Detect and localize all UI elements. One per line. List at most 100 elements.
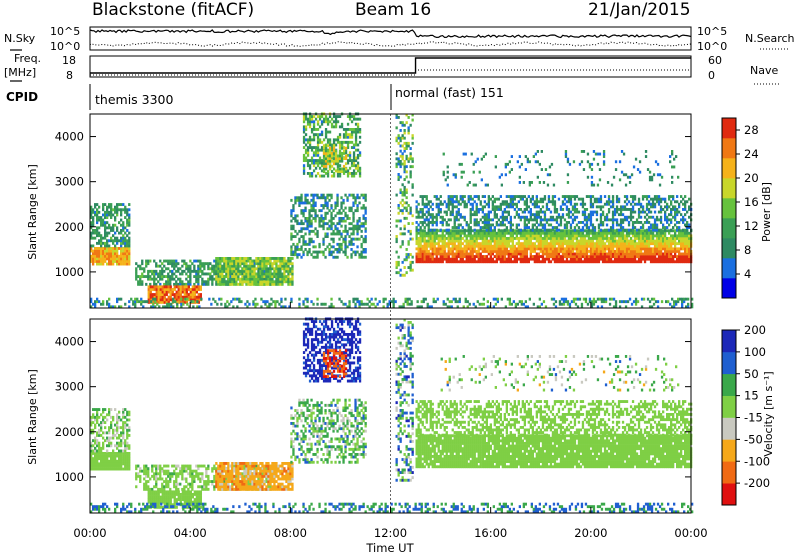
heatmap-cell <box>465 205 468 209</box>
heatmap-cell <box>591 247 595 251</box>
heatmap-cell <box>277 277 280 281</box>
heatmap-cell <box>457 237 460 240</box>
heatmap-cell <box>533 223 536 227</box>
heatmap-cell <box>265 275 268 278</box>
heatmap-cell <box>324 152 328 155</box>
heatmap-cell <box>525 229 528 233</box>
heatmap-cell <box>354 122 358 126</box>
heatmap-cell <box>469 244 472 248</box>
heatmap-cell <box>100 302 103 306</box>
heatmap-cell <box>324 164 328 168</box>
heatmap-cell <box>96 260 99 263</box>
heatmap-cell <box>573 231 577 235</box>
heatmap-cell <box>147 272 150 276</box>
heatmap-cell <box>519 197 522 201</box>
heatmap-cell <box>673 305 676 309</box>
heatmap-cell <box>360 302 363 306</box>
heatmap-cell <box>340 245 343 249</box>
heatmap-cell <box>304 240 307 244</box>
heatmap-cell <box>322 154 326 158</box>
heatmap-cell <box>614 305 618 309</box>
heatmap-cell <box>553 210 557 214</box>
heatmap-cell <box>324 159 328 163</box>
heatmap-cell <box>354 297 357 301</box>
heatmap-cell <box>102 236 105 240</box>
heatmap-cell <box>96 257 99 261</box>
heatmap-cell <box>641 242 645 246</box>
heatmap-cell <box>195 290 198 294</box>
heatmap-cell <box>601 250 605 253</box>
heatmap-cell <box>330 193 333 197</box>
heatmap-cell <box>621 252 625 256</box>
heatmap-cell <box>147 275 150 278</box>
heatmap-cell <box>102 262 105 266</box>
heatmap-cell <box>112 213 115 217</box>
heatmap-cell <box>421 237 424 240</box>
heatmap-cell <box>275 269 278 273</box>
heatmap-cell <box>342 198 345 202</box>
heatmap-cell <box>653 247 657 251</box>
heatmap-cell <box>643 237 647 240</box>
heatmap-cell <box>397 116 400 119</box>
heatmap-cell <box>235 277 238 281</box>
heatmap-cell <box>495 205 498 209</box>
heatmap-cell <box>135 262 138 266</box>
heatmap-cell <box>364 248 367 251</box>
heatmap-cell <box>224 302 227 306</box>
heatmap-cell <box>684 237 687 240</box>
heatmap-cell <box>675 300 678 304</box>
heatmap-cell <box>517 228 520 232</box>
heatmap-cell <box>473 234 476 238</box>
heatmap-cell <box>555 239 559 243</box>
heatmap-cell <box>551 237 555 240</box>
heatmap-cell <box>155 277 158 281</box>
heatmap-cell <box>208 297 211 301</box>
heatmap-cell <box>364 219 367 223</box>
heatmap-cell <box>511 255 514 258</box>
heatmap-cell <box>527 221 530 224</box>
heatmap-cell <box>320 214 323 218</box>
heatmap-cell <box>421 208 424 211</box>
heatmap-cell <box>575 229 579 233</box>
heatmap-cell <box>543 260 547 264</box>
heatmap-cell <box>348 300 351 304</box>
heatmap-cell <box>481 242 484 246</box>
heatmap-cell <box>439 195 442 198</box>
heatmap-cell <box>126 262 129 266</box>
heatmap-cell <box>594 300 598 304</box>
heatmap-cell <box>503 218 506 222</box>
heatmap-cell <box>596 297 600 301</box>
heatmap-cell <box>346 161 350 165</box>
heatmap-cell <box>350 240 353 244</box>
heatmap-cell <box>613 250 617 253</box>
heatmap-cell <box>211 267 214 271</box>
heatmap-cell <box>358 128 362 131</box>
heatmap-cell <box>98 252 101 256</box>
heatmap-cell <box>503 231 506 235</box>
heatmap-cell <box>344 206 347 210</box>
heatmap-cell <box>409 206 412 210</box>
heatmap-cell <box>684 244 687 248</box>
heatmap-cell <box>401 273 404 277</box>
heatmap-cell <box>350 227 353 231</box>
heatmap-cell <box>509 247 512 251</box>
heatmap-cell <box>655 239 659 243</box>
heatmap-cell <box>421 200 424 204</box>
heatmap-cell <box>541 210 545 214</box>
heatmap-cell <box>179 285 182 289</box>
heatmap-cell <box>476 300 479 304</box>
heatmap-cell <box>525 252 528 256</box>
heatmap-cell <box>515 223 518 227</box>
heatmap-cell <box>338 209 341 213</box>
heatmap-cell <box>145 262 148 266</box>
heatmap-cell <box>302 164 306 168</box>
heatmap-cell <box>283 257 286 260</box>
heatmap-cell <box>230 300 233 304</box>
heatmap-cell <box>449 260 452 264</box>
heatmap-cell <box>625 250 629 253</box>
heatmap-cell <box>641 229 645 233</box>
heatmap-cell <box>529 197 532 201</box>
heatmap-cell <box>477 250 480 253</box>
heatmap-cell <box>318 219 321 223</box>
heatmap-cell <box>451 210 454 214</box>
